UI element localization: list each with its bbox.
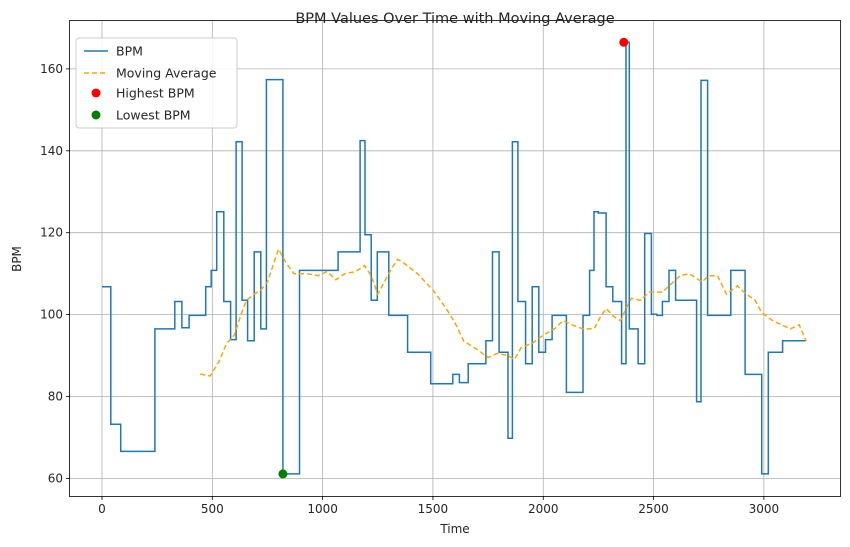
chart-title: BPM Values Over Time with Moving Average bbox=[295, 11, 614, 27]
x-tick-label: 1000 bbox=[307, 502, 338, 516]
x-tick-label: 3000 bbox=[749, 502, 780, 516]
legend-label-moving-average: Moving Average bbox=[116, 66, 217, 81]
legend-box bbox=[75, 37, 238, 129]
marker-lowest-bpm bbox=[278, 469, 288, 479]
x-axis-ticks: 0 500 1000 1500 2000 2500 3000 bbox=[98, 496, 779, 516]
series-bpm bbox=[102, 41, 807, 475]
y-axis-ticks: 60 80 100 120 140 160 bbox=[40, 62, 70, 485]
grid bbox=[70, 21, 840, 496]
y-tick-label: 80 bbox=[48, 389, 63, 403]
x-tick-label: 500 bbox=[201, 502, 224, 516]
x-axis-label: Time bbox=[439, 522, 469, 536]
legend-label-bpm: BPM bbox=[116, 44, 143, 59]
y-tick-label: 140 bbox=[40, 144, 63, 158]
legend-marker-lowest bbox=[91, 110, 101, 120]
series-moving-average bbox=[200, 247, 807, 377]
series-layer bbox=[102, 37, 807, 479]
y-tick-label: 160 bbox=[40, 62, 63, 76]
legend-marker-highest bbox=[91, 88, 101, 98]
plot-frame bbox=[69, 20, 841, 497]
x-tick-label: 0 bbox=[98, 502, 106, 516]
y-tick-label: 120 bbox=[40, 226, 63, 240]
y-axis-label: BPM bbox=[10, 246, 24, 272]
x-tick-label: 2000 bbox=[528, 502, 559, 516]
y-tick-label: 60 bbox=[48, 471, 63, 485]
legend-label-lowest: Lowest BPM bbox=[116, 108, 191, 123]
x-tick-label: 1500 bbox=[418, 502, 449, 516]
x-tick-label: 2500 bbox=[638, 502, 669, 516]
y-tick-label: 100 bbox=[40, 308, 63, 322]
legend: BPM Moving Average Highest BPM Lowest BP… bbox=[75, 37, 238, 129]
legend-label-highest: Highest BPM bbox=[116, 86, 195, 101]
marker-highest-bpm bbox=[619, 37, 629, 47]
